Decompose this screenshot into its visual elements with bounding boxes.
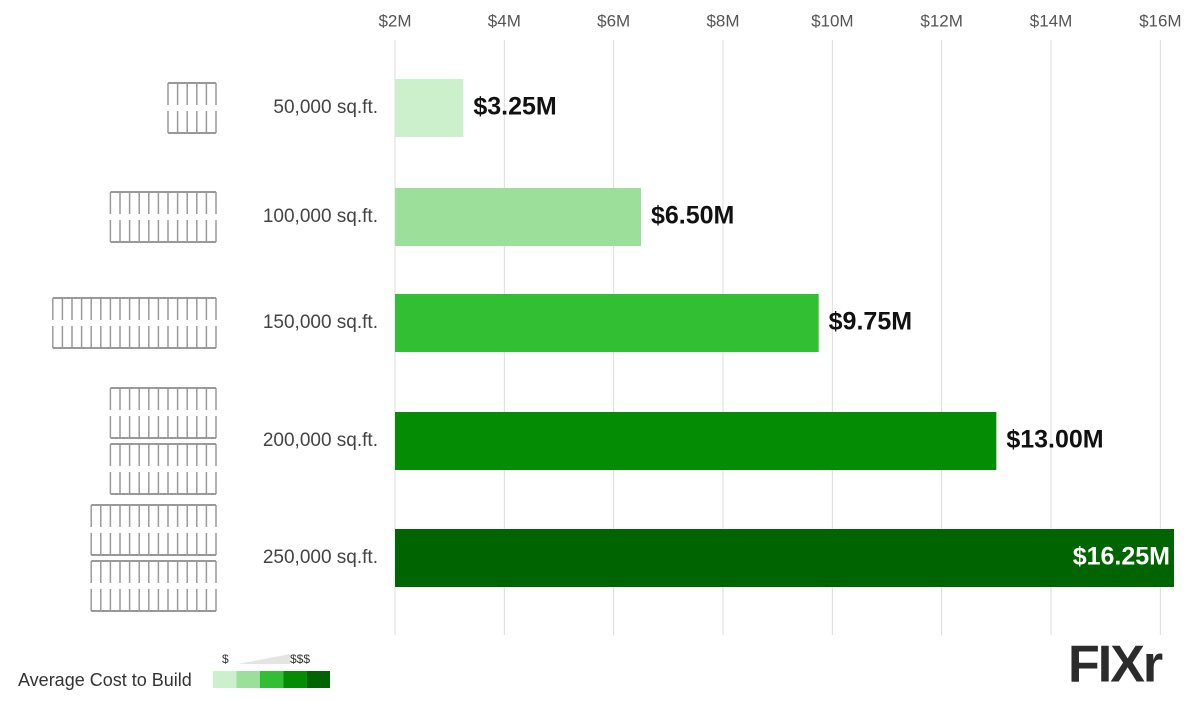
x-tick-label: $16M: [1139, 11, 1182, 30]
value-label: $6.50M: [651, 202, 734, 230]
bar: [395, 412, 997, 470]
x-tick-label: $4M: [488, 11, 521, 30]
legend-wedge: [238, 654, 290, 664]
legend-swatch: [236, 671, 260, 688]
legend-swatch: [259, 671, 284, 688]
legend-swatch: [213, 671, 237, 688]
value-label: $3.25M: [473, 93, 556, 121]
x-tick-label: $6M: [597, 11, 630, 30]
brand-logo: FIXr: [1068, 636, 1163, 694]
x-tick-label: $10M: [811, 11, 854, 30]
value-label: $13.00M: [1006, 426, 1103, 454]
value-label: $16.25M: [1073, 543, 1170, 571]
y-tick-label: 50,000 sq.ft.: [273, 97, 378, 118]
y-tick-label: 250,000 sq.ft.: [263, 547, 378, 568]
y-tick-label: 150,000 sq.ft.: [263, 312, 378, 333]
bar: [395, 294, 819, 352]
y-tick-label: 200,000 sq.ft.: [263, 430, 378, 451]
bar: [395, 79, 464, 137]
x-tick-label: $14M: [1030, 11, 1073, 30]
x-tick-label: $8M: [706, 11, 739, 30]
legend-title: Average Cost to Build: [18, 670, 192, 690]
value-label: $9.75M: [829, 308, 912, 336]
legend-swatch: [306, 671, 330, 688]
bar: [395, 188, 641, 246]
legend-high: $$$: [290, 652, 310, 666]
x-tick-label: $2M: [378, 11, 411, 30]
x-tick-label: $12M: [920, 11, 963, 30]
y-tick-label: 100,000 sq.ft.: [263, 206, 378, 227]
bar: [395, 529, 1174, 587]
legend-swatch: [283, 671, 307, 688]
legend-low: $: [222, 652, 229, 666]
